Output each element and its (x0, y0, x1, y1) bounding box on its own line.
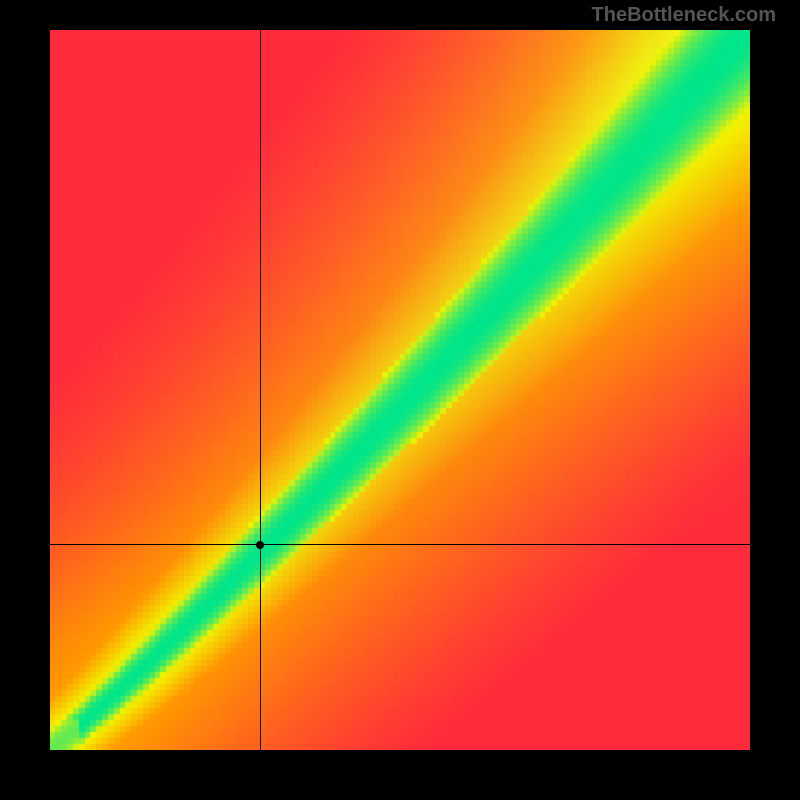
crosshair-marker (256, 541, 264, 549)
chart-container: TheBottleneck.com (0, 0, 800, 800)
crosshair-horizontal (50, 544, 750, 545)
watermark-text: TheBottleneck.com (592, 4, 776, 27)
heatmap-canvas (50, 30, 750, 750)
plot-area (50, 30, 750, 750)
crosshair-vertical (260, 30, 261, 750)
